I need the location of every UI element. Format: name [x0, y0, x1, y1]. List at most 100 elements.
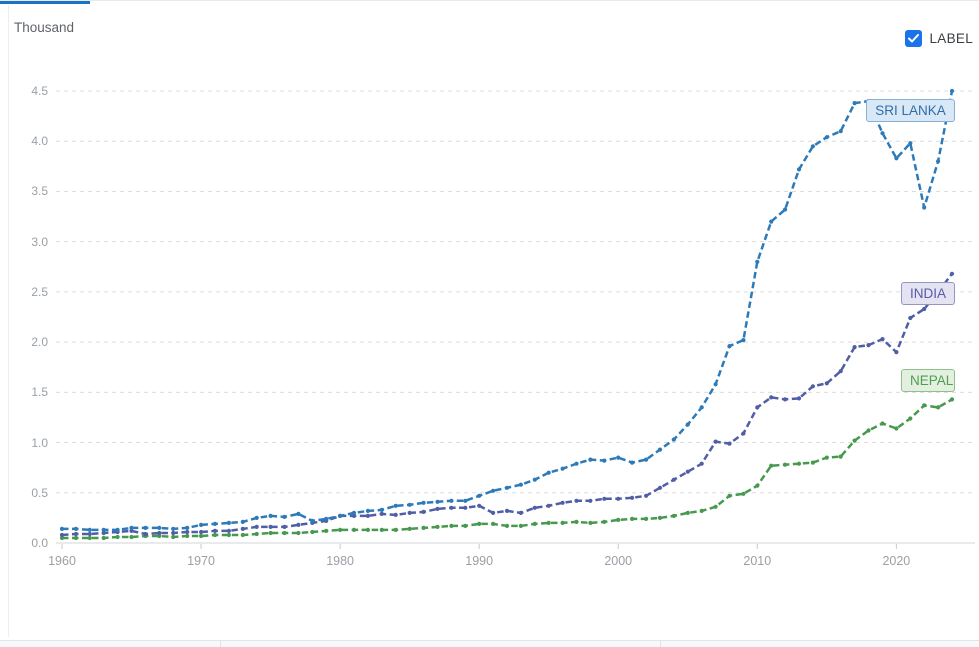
data-point	[574, 461, 579, 466]
data-point	[741, 338, 746, 343]
data-point	[129, 525, 134, 531]
data-point	[477, 503, 482, 508]
data-point	[588, 498, 593, 503]
series-label-india[interactable]: INDIA	[901, 282, 955, 305]
y-axis-tick-label: 0.0	[31, 536, 48, 550]
data-point	[365, 508, 370, 513]
data-point	[171, 534, 176, 540]
data-point	[574, 498, 579, 503]
data-point	[463, 498, 468, 503]
data-point	[407, 526, 412, 532]
data-point	[282, 530, 287, 536]
data-point	[115, 534, 120, 540]
data-point	[824, 455, 829, 460]
y-axis-tick-label: 1.0	[31, 435, 48, 450]
bottom-section-edge	[0, 640, 979, 647]
data-point	[282, 524, 287, 530]
data-point	[699, 405, 704, 410]
data-point	[810, 384, 816, 389]
y-axis-tick-label: 2.0	[31, 335, 48, 350]
data-point	[351, 510, 357, 515]
checkbox-checked-icon[interactable]	[905, 30, 923, 47]
data-point	[73, 531, 78, 537]
label-checkbox-text[interactable]: LABEL	[929, 31, 973, 46]
data-point	[73, 535, 78, 541]
label-checkbox-control[interactable]: LABEL	[905, 30, 973, 47]
data-point	[254, 515, 259, 521]
data-point	[796, 396, 802, 401]
data-point	[755, 483, 760, 488]
data-point	[588, 457, 593, 462]
data-point	[157, 525, 162, 531]
data-point	[769, 463, 774, 468]
data-point	[685, 422, 690, 427]
data-point	[838, 129, 843, 134]
y-axis-tick-label: 3.5	[31, 184, 48, 199]
data-point	[727, 344, 732, 349]
y-axis-tick-label: 4.0	[31, 134, 48, 149]
data-point	[713, 382, 718, 387]
data-point	[713, 504, 718, 509]
data-point	[477, 521, 482, 527]
data-point	[324, 528, 329, 534]
data-point	[226, 532, 231, 538]
data-point	[949, 88, 955, 94]
data-point	[310, 518, 315, 524]
data-point	[296, 522, 301, 528]
data-point	[741, 491, 746, 496]
data-point	[73, 526, 78, 532]
series-label-nepal[interactable]: NEPAL	[901, 369, 955, 392]
data-point	[644, 493, 649, 498]
data-point	[671, 513, 677, 519]
data-point	[546, 520, 551, 526]
data-point	[379, 527, 384, 533]
data-point	[185, 529, 190, 535]
data-point	[463, 505, 468, 510]
data-point	[741, 431, 746, 436]
y-axis-tick-label: 4.5	[31, 84, 48, 99]
data-point	[101, 530, 106, 536]
data-point	[602, 519, 607, 525]
data-point	[351, 527, 357, 533]
data-point	[310, 529, 315, 535]
data-point	[379, 507, 384, 512]
series-label-sri-lanka[interactable]: SRI LANKA	[866, 99, 955, 122]
data-point	[560, 520, 565, 526]
data-point	[365, 527, 370, 533]
data-point	[783, 207, 788, 212]
data-point	[268, 530, 273, 536]
data-point	[421, 509, 426, 514]
data-point	[838, 454, 843, 459]
data-point	[226, 520, 231, 526]
data-point	[783, 462, 788, 467]
data-point	[866, 343, 871, 348]
data-point	[491, 488, 496, 493]
data-point	[491, 510, 496, 515]
data-point	[504, 485, 510, 490]
data-point	[922, 205, 927, 210]
data-point	[212, 521, 218, 527]
data-point	[866, 428, 871, 433]
data-point	[449, 505, 454, 510]
data-point	[630, 460, 635, 465]
data-point	[657, 447, 663, 452]
y-axis-tick-label: 2.5	[31, 284, 48, 299]
data-point	[810, 460, 816, 465]
x-axis-tick-label: 1970	[187, 554, 215, 568]
data-point	[87, 527, 92, 533]
data-point	[671, 477, 677, 482]
data-point	[449, 523, 454, 529]
data-point	[908, 315, 913, 321]
data-point	[338, 513, 343, 519]
x-axis-tick-label: 1990	[465, 554, 494, 568]
data-point	[393, 503, 398, 508]
data-point	[894, 426, 899, 431]
data-point	[713, 439, 718, 444]
data-point	[171, 526, 176, 532]
data-point	[185, 533, 190, 539]
data-point	[143, 525, 148, 531]
data-point	[115, 527, 120, 533]
panel-left-border	[8, 5, 9, 637]
active-tab-indicator	[0, 1, 90, 4]
